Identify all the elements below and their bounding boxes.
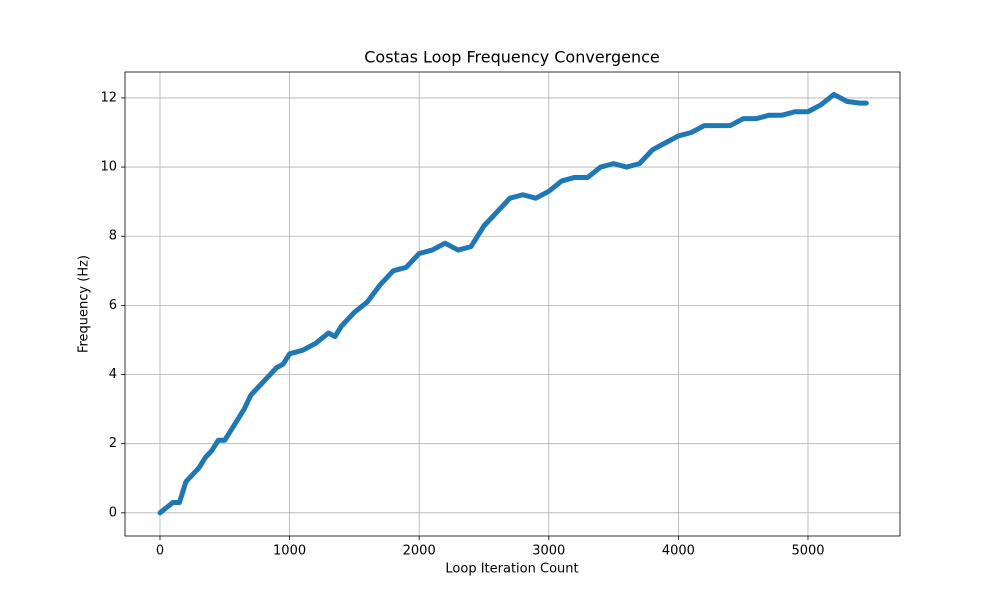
chart-title: Costas Loop Frequency Convergence: [364, 48, 659, 67]
x-tick-label: 3000: [532, 544, 565, 559]
x-tick-label: 5000: [791, 544, 824, 559]
x-tick-label: 4000: [662, 544, 695, 559]
y-tick-label: 8: [109, 229, 117, 244]
x-tick-label: 1000: [273, 544, 306, 559]
x-axis-label: Loop Iteration Count: [445, 562, 578, 577]
x-tick-label: 2000: [403, 544, 436, 559]
y-axis-label: Frequency (Hz): [77, 255, 92, 353]
y-tick-label: 12: [100, 90, 117, 105]
y-tick-label: 6: [109, 298, 117, 313]
x-tick-label: 0: [156, 544, 164, 559]
y-tick-label: 0: [109, 505, 117, 520]
y-tick-label: 4: [109, 367, 117, 382]
plot-frame: [124, 71, 901, 537]
data-line: [157, 91, 869, 516]
y-tick-label: 2: [109, 436, 117, 451]
y-tick-label: 10: [100, 160, 117, 175]
